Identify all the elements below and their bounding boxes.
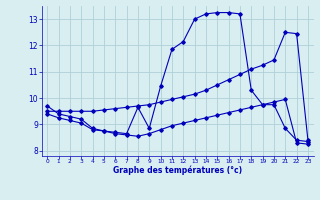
X-axis label: Graphe des températures (°c): Graphe des températures (°c) <box>113 166 242 175</box>
